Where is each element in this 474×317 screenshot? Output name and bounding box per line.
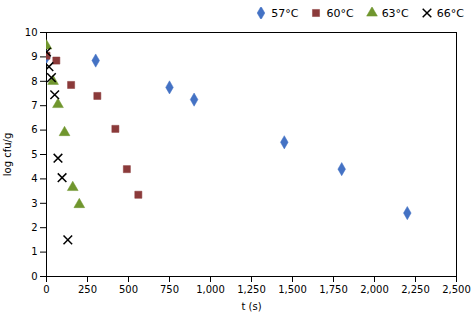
svg-text:1,750: 1,750: [319, 284, 348, 295]
svg-text:t (s): t (s): [241, 301, 261, 312]
svg-text:0: 0: [43, 284, 49, 295]
svg-text:2,500: 2,500: [442, 284, 471, 295]
svg-text:1: 1: [31, 246, 37, 257]
svg-text:0: 0: [31, 271, 37, 282]
svg-text:log cfu/g: log cfu/g: [2, 133, 13, 177]
svg-text:250: 250: [78, 284, 97, 295]
svg-text:1,000: 1,000: [196, 284, 225, 295]
svg-text:750: 750: [160, 284, 179, 295]
html-text:66°C: 66°C: [436, 6, 464, 20]
svg-text:1,500: 1,500: [278, 284, 307, 295]
svg-text:6: 6: [31, 124, 37, 135]
svg-text:1,250: 1,250: [237, 284, 266, 295]
html-text:57°C: 57°C: [271, 6, 299, 20]
svg-text:7: 7: [31, 100, 37, 111]
html-text:60°C: 60°C: [326, 6, 354, 20]
svg-text:4: 4: [31, 173, 37, 184]
svg-text:5: 5: [31, 149, 37, 160]
svg-text:9: 9: [31, 51, 37, 62]
svg-text:8: 8: [31, 76, 37, 87]
svg-text:2,250: 2,250: [401, 284, 430, 295]
svg-text:2: 2: [31, 222, 37, 233]
svg-text:10: 10: [25, 27, 38, 38]
svg-text:2,000: 2,000: [360, 284, 389, 295]
svg-text:3: 3: [31, 198, 37, 209]
html-text:63°C: 63°C: [381, 6, 409, 20]
svg-text:500: 500: [119, 284, 138, 295]
